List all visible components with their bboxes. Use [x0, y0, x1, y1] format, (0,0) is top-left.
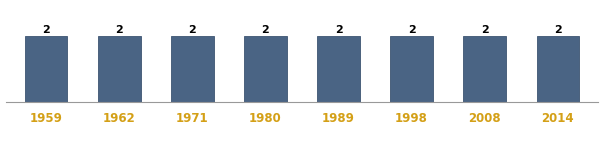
Bar: [390, 36, 433, 102]
Bar: [463, 36, 506, 102]
Text: 2: 2: [408, 25, 416, 35]
Text: 2: 2: [115, 25, 123, 35]
Bar: [317, 36, 360, 102]
Text: 2: 2: [42, 25, 50, 35]
Bar: [98, 36, 141, 102]
Text: 2: 2: [335, 25, 342, 35]
Text: 2: 2: [554, 25, 562, 35]
Bar: [536, 36, 579, 102]
Text: 2: 2: [188, 25, 196, 35]
Bar: [244, 36, 287, 102]
Bar: [25, 36, 68, 102]
Text: 2: 2: [481, 25, 489, 35]
Bar: [171, 36, 214, 102]
Text: 2: 2: [262, 25, 269, 35]
